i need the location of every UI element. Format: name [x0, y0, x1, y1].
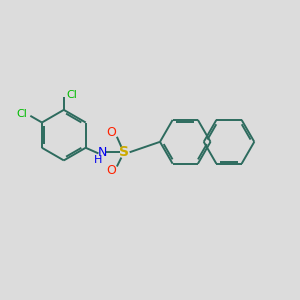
Text: H: H: [94, 155, 103, 165]
Text: Cl: Cl: [16, 109, 27, 119]
Text: O: O: [106, 126, 116, 139]
Text: N: N: [97, 146, 107, 159]
Text: O: O: [106, 164, 116, 178]
Text: S: S: [119, 145, 129, 159]
Text: Cl: Cl: [67, 90, 78, 100]
